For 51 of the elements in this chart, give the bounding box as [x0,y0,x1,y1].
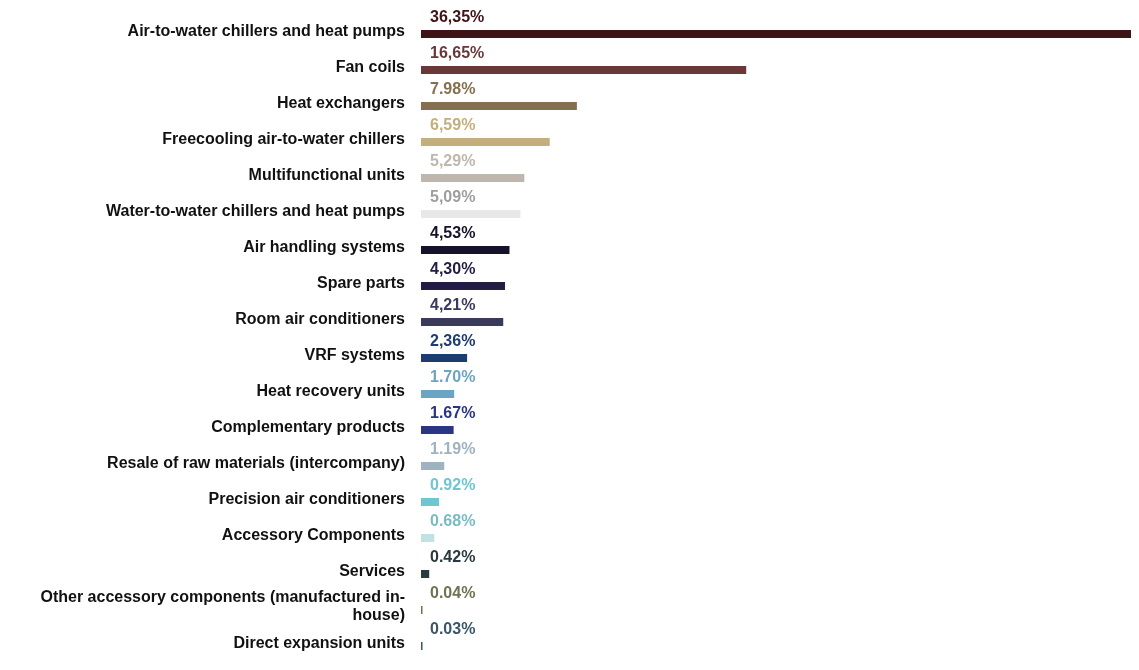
bar [421,102,577,110]
bar [421,426,454,434]
data-label: 0.03% [430,620,476,637]
bar [421,570,430,578]
bar [421,498,439,506]
data-label: 1.67% [430,404,476,421]
y-tick-label: Multifunctional units [248,166,406,183]
y-tick-label: Heat exchangers [276,94,406,111]
bar [421,318,504,326]
bar [421,354,468,362]
y-tick-label: Air handling systems [243,238,406,255]
data-label: 4,30% [430,260,476,277]
y-tick-label: Direct expansion units [233,634,406,651]
data-label: 0.42% [430,548,476,565]
bar [421,174,525,182]
y-tick-label: Fan coils [335,58,406,75]
y-tick-label: Spare parts [316,274,406,291]
data-label: 0.68% [430,512,476,529]
y-tick-label: VRF systems [304,346,406,363]
y-tick-label: Other accessory components (manufactured in-house) [40,588,405,623]
data-label: 4,21% [430,296,476,313]
bar [421,282,505,290]
data-label: 5,09% [430,188,476,205]
data-label: 4,53% [430,224,476,241]
data-label: 0.04% [430,584,476,601]
bar [421,66,747,74]
y-tick-label: Accessory Components [221,526,406,543]
y-tick-label: Air-to-water chillers and heat pumps [127,22,406,39]
data-label: 16,65% [430,44,485,61]
y-tick-label: Water-to-water chillers and heat pumps [105,202,406,219]
bar [421,138,550,146]
data-label: 6,59% [430,116,476,133]
y-tick-label: Resale of raw materials (intercompany) [107,454,405,471]
data-label: 5,29% [430,152,476,169]
data-label: 1.19% [430,440,476,457]
bar [421,246,510,254]
y-tick-label: Services [339,562,406,579]
data-label: 7.98% [430,80,476,97]
y-tick-label: Freecooling air-to-water chillers [162,130,406,147]
y-tick-label: Precision air conditioners [208,490,406,507]
bar [421,534,435,542]
bar [421,30,1131,38]
bar [421,390,455,398]
y-tick-label: Heat recovery units [256,382,406,399]
data-label: 1.70% [430,368,476,385]
bar [421,462,445,470]
data-label: 0.92% [430,476,476,493]
y-tick-label: Complementary products [211,418,406,435]
data-label: 2,36% [430,332,476,349]
y-tick-label: Room air conditioners [235,310,406,327]
data-label: 36,35% [430,8,485,25]
